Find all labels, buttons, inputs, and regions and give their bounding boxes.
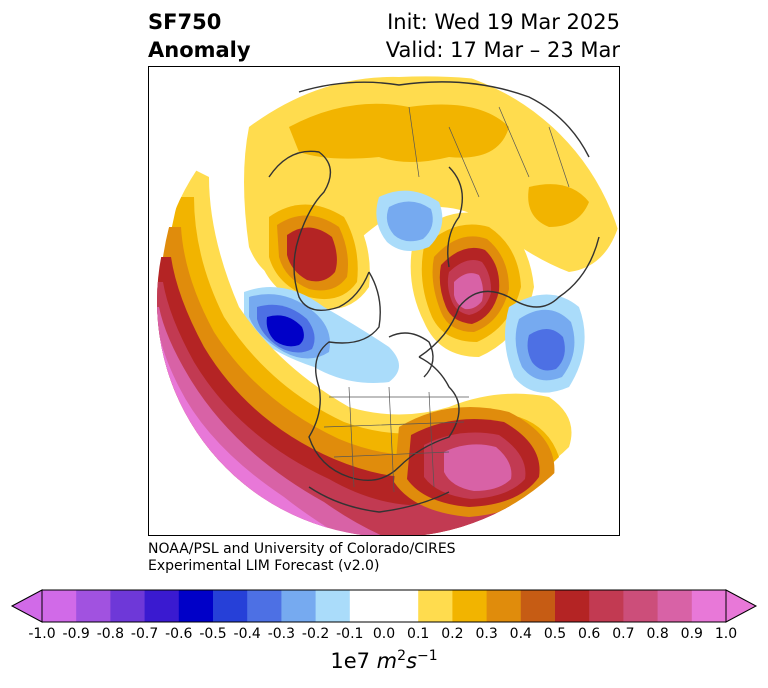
credit-line1: NOAA/PSL and University of Colorado/CIRE… (148, 541, 456, 557)
colorbar-cell (691, 590, 727, 622)
colorbar-outline (41, 589, 727, 623)
title-left: SF750 Anomaly (148, 8, 251, 64)
colorbar-tick-label: 1.0 (714, 626, 738, 642)
colorbar-tick-label: 0.1 (407, 626, 430, 642)
anomaly-map (157, 67, 619, 535)
unit-m-exp: 2 (397, 648, 407, 664)
credit: NOAA/PSL and University of Colorado/CIRE… (148, 541, 456, 575)
colorbar-tick-label: -0.8 (96, 626, 125, 642)
colorbar-cell (315, 590, 351, 622)
colorbar-cell (76, 590, 111, 622)
colorbar-tick-label: 0.9 (680, 626, 703, 642)
colorbar-tick-label: 0.8 (646, 626, 669, 642)
unit-m: m (376, 649, 398, 673)
colorbar-tick-label: -0.6 (165, 626, 193, 642)
colorbar-tick-label: -0.5 (199, 626, 227, 642)
colorbar-cell (247, 590, 282, 622)
variable-title: SF750 (148, 10, 222, 34)
colorbar-cell (144, 590, 180, 622)
colorbar-cell (178, 590, 214, 622)
anomaly-gold-north (289, 103, 509, 162)
credit-line2: Experimental LIM Forecast (v2.0) (148, 558, 380, 574)
colorbar-cell (384, 590, 419, 622)
colorbar (10, 589, 758, 623)
colorbar-cell (42, 590, 77, 622)
colorbar-cell (589, 590, 624, 622)
colorbar-cell (281, 590, 317, 622)
title-right: Init: Wed 19 Mar 2025 Valid: 17 Mar – 23… (386, 8, 620, 64)
colorbar-right-extension (725, 589, 758, 623)
colorbar-tick-label: -1.0 (28, 626, 56, 642)
colorbar-tick-label: 0.2 (441, 626, 464, 642)
colorbar-cell (452, 590, 488, 622)
colorbar-tick-label: 0.4 (509, 626, 532, 642)
colorbar-unit: 1e7 m2s−1 (0, 648, 768, 673)
colorbar-cell (555, 590, 590, 622)
colorbar-tick-label: -0.2 (301, 626, 330, 642)
contour-field (157, 67, 619, 535)
colorbar-tick-label: 0.3 (475, 626, 498, 642)
colorbar-tick-label: -0.1 (336, 626, 364, 642)
init-date: Init: Wed 19 Mar 2025 (387, 10, 620, 34)
map-panel (148, 66, 620, 536)
colorbar-cell (213, 590, 248, 622)
colorbar-cell (349, 590, 385, 622)
colorbar-cell (657, 590, 693, 622)
colorbar-tick-label: -0.3 (267, 626, 296, 642)
colorbar-tick-label: -0.4 (233, 626, 261, 642)
colorbar-tick-label: -0.7 (130, 626, 159, 642)
colorbar-tick-label: 0.5 (543, 626, 567, 642)
unit-base: 1e7 (330, 649, 377, 673)
colorbar-ticks: -1.0 -0.9 -0.8 -0.7 -0.6 -0.5 -0.4 -0.3 -0.2 -0.1… (0, 626, 768, 646)
colorbar-tick-label: 0.0 (372, 626, 396, 642)
colorbar-tick-label: -0.9 (62, 626, 90, 642)
coastlines (268, 81, 600, 513)
unit-s: s (406, 649, 418, 673)
us-state-borders (323, 106, 570, 493)
colorbar-cell (520, 590, 556, 622)
colorbar-cell (110, 590, 146, 622)
colorbar-cell (486, 590, 522, 622)
valid-range: Valid: 17 Mar – 23 Mar (385, 38, 620, 62)
colorbar-cell (623, 590, 659, 622)
colorbar-cell (418, 590, 453, 622)
colorbar-tick-label: 0.7 (612, 626, 635, 642)
colorbar-tick-label: 0.6 (578, 626, 601, 642)
anomaly-subtitle: Anomaly (148, 38, 251, 62)
unit-s-exp: −1 (417, 648, 438, 664)
colorbar-left-extension (10, 589, 43, 623)
